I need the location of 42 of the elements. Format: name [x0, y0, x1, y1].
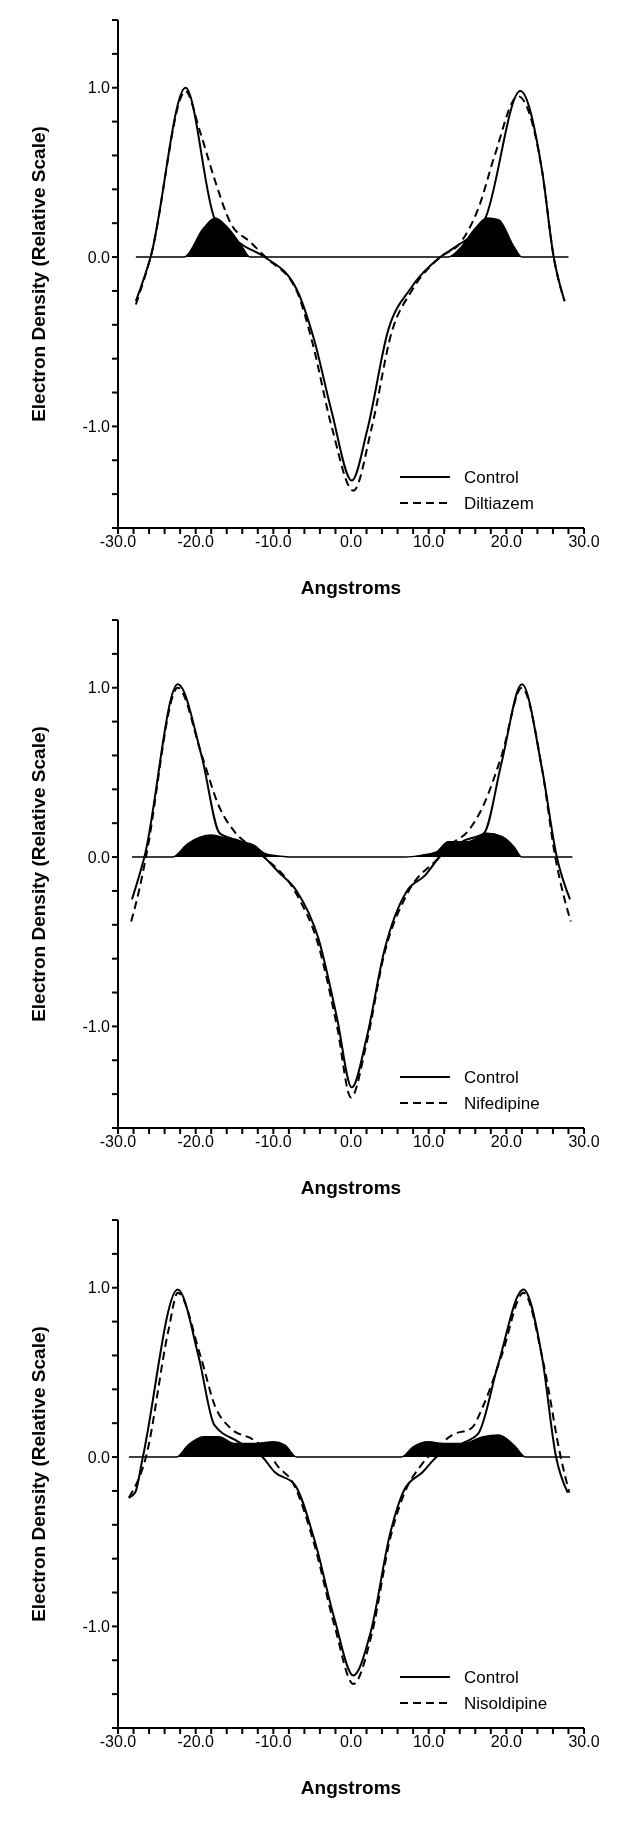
x-tick-label: 20.0 — [490, 1133, 523, 1151]
x-tick-label: 0.0 — [339, 1133, 363, 1151]
legend-label: Control — [464, 1067, 519, 1087]
y-tick-label: 0.0 — [87, 1448, 111, 1466]
x-tick-label: -10.0 — [255, 533, 292, 551]
y-tick-label: 0.0 — [87, 248, 111, 266]
x-tick-label: -20.0 — [177, 1733, 214, 1751]
x-tick-label: 0.0 — [339, 1733, 363, 1751]
legend-label: Control — [464, 467, 519, 487]
y-axis-title: Electron Density (Relative Scale) — [27, 1326, 49, 1622]
legend-label: Control — [464, 1667, 519, 1687]
x-tick-label: 10.0 — [413, 1733, 445, 1751]
x-tick-label: 30.0 — [568, 533, 600, 551]
y-tick-label: 0.0 — [87, 848, 111, 866]
y-tick-label: 1.0 — [87, 79, 111, 97]
y-tick-label: -1.0 — [82, 1618, 111, 1636]
x-tick-label: 0.0 — [339, 533, 363, 551]
legend-label: Nisoldipine — [464, 1693, 548, 1713]
x-tick-label: -20.0 — [177, 533, 214, 551]
y-tick-label: 1.0 — [87, 1279, 111, 1297]
y-axis-title: Electron Density (Relative Scale) — [27, 726, 49, 1022]
legend-label: Diltiazem — [464, 493, 534, 513]
y-tick-label: 1.0 — [87, 679, 111, 697]
x-tick-label: -10.0 — [255, 1133, 292, 1151]
x-axis-title: Angstroms — [300, 577, 402, 598]
x-tick-label: 20.0 — [490, 1733, 523, 1751]
x-tick-label: 30.0 — [568, 1133, 600, 1151]
x-tick-label: -20.0 — [177, 1133, 214, 1151]
x-axis-title: Angstroms — [300, 1777, 402, 1798]
y-axis-title: Electron Density (Relative Scale) — [27, 126, 49, 422]
x-tick-label: -10.0 — [255, 1733, 292, 1751]
x-tick-label: 10.0 — [413, 533, 445, 551]
legend-label: Nifedipine — [464, 1093, 540, 1113]
x-tick-label: 20.0 — [490, 533, 523, 551]
x-tick-label: -30.0 — [99, 1133, 137, 1151]
y-tick-label: -1.0 — [82, 1018, 111, 1036]
x-tick-label: -30.0 — [99, 533, 137, 551]
x-tick-label: 30.0 — [568, 1733, 600, 1751]
x-tick-label: -30.0 — [99, 1733, 137, 1751]
y-tick-label: -1.0 — [82, 418, 111, 436]
x-tick-label: 10.0 — [413, 1133, 445, 1151]
x-axis-title: Angstroms — [300, 1177, 402, 1198]
